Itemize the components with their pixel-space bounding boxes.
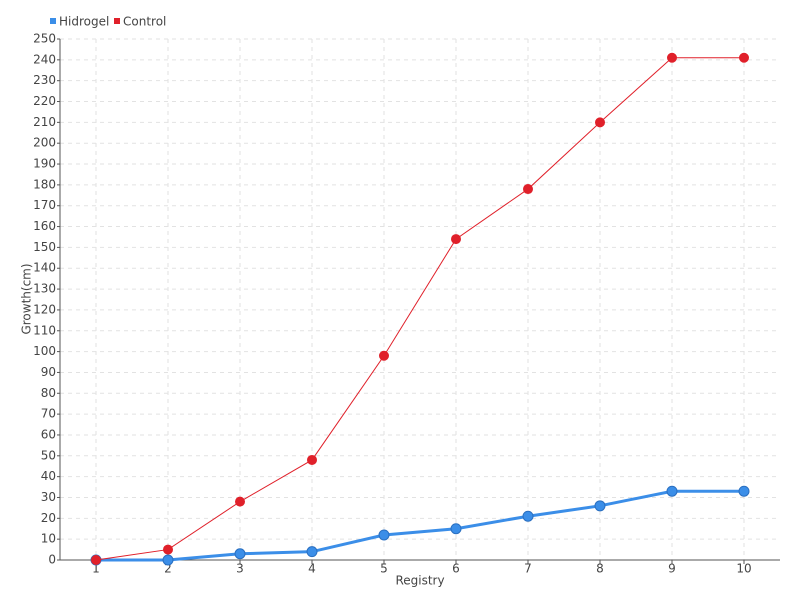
y-tick-label: 0 — [48, 553, 56, 567]
x-tick-label: 10 — [736, 562, 751, 576]
data-point — [451, 234, 461, 245]
x-tick-label: 8 — [596, 562, 604, 576]
legend-label: Hidrogel — [59, 15, 109, 29]
data-point — [235, 496, 245, 507]
x-tick-label: 1 — [92, 562, 100, 576]
y-tick-label: 210 — [33, 115, 56, 129]
x-tick-label: 6 — [452, 562, 460, 576]
data-point — [738, 485, 750, 497]
y-axis-label: Growth(cm) — [20, 263, 34, 334]
y-tick-label: 10 — [41, 532, 56, 546]
y-tick-label: 240 — [33, 52, 56, 66]
data-point — [379, 350, 389, 361]
data-point — [595, 117, 605, 128]
data-point — [378, 529, 390, 541]
series-line — [96, 489, 744, 562]
y-tick-label: 110 — [33, 323, 56, 337]
y-tick-label: 220 — [33, 94, 56, 108]
data-point — [667, 52, 677, 63]
data-point — [307, 454, 317, 465]
y-tick-label: 120 — [33, 302, 56, 316]
y-tick-label: 20 — [41, 511, 56, 525]
data-point — [306, 546, 318, 558]
data-point — [234, 548, 246, 560]
data-point — [523, 184, 533, 195]
y-tick-label: 90 — [41, 365, 56, 379]
x-tick-label: 4 — [308, 562, 316, 576]
x-tick-label: 9 — [668, 562, 676, 576]
data-point — [450, 523, 462, 535]
x-tick-label: 5 — [380, 562, 388, 576]
data-point — [666, 485, 678, 497]
y-tick-label: 60 — [41, 427, 56, 441]
legend-label: Control — [123, 15, 166, 29]
data-point — [594, 500, 606, 512]
legend-swatch — [114, 18, 120, 24]
y-tick-label: 50 — [41, 448, 56, 462]
y-tick-label: 180 — [33, 177, 56, 191]
data-point — [522, 510, 534, 522]
y-tick-label: 40 — [41, 469, 56, 483]
y-tick-label: 130 — [33, 282, 56, 296]
y-tick-label: 250 — [33, 32, 56, 46]
x-tick-label: 7 — [524, 562, 532, 576]
y-tick-label: 190 — [33, 157, 56, 171]
data-point — [739, 52, 749, 63]
data-point — [91, 555, 101, 565]
data-point — [163, 544, 173, 555]
y-tick-label: 80 — [41, 386, 56, 400]
y-tick-label: 140 — [33, 261, 56, 275]
y-tick-label: 230 — [33, 73, 56, 87]
y-tick-label: 160 — [33, 219, 56, 233]
y-tick-label: 70 — [41, 407, 56, 421]
x-axis-label: Registry — [395, 574, 444, 588]
legend-swatch — [50, 18, 56, 24]
x-tick-label: 3 — [236, 562, 244, 576]
y-tick-label: 200 — [33, 136, 56, 150]
x-tick-label: 2 — [164, 562, 172, 576]
y-tick-label: 170 — [33, 198, 56, 212]
data-point — [162, 554, 174, 566]
series-line — [95, 57, 744, 561]
y-tick-label: 150 — [33, 240, 56, 254]
y-tick-label: 30 — [41, 490, 56, 504]
y-tick-label: 100 — [33, 344, 56, 358]
